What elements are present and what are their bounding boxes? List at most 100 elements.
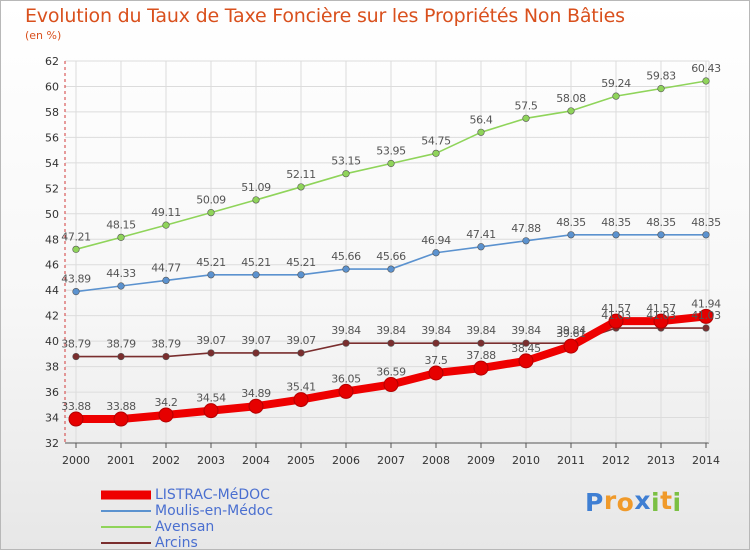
data-label: 37.88 xyxy=(466,349,496,362)
data-point xyxy=(612,231,620,239)
data-label: 51.09 xyxy=(241,181,271,194)
data-label: 39.84 xyxy=(466,324,496,337)
data-point xyxy=(342,170,350,178)
data-point xyxy=(657,85,665,93)
data-point xyxy=(477,339,485,347)
data-point xyxy=(432,339,440,347)
data-label: 45.21 xyxy=(241,256,271,269)
data-point xyxy=(297,271,305,279)
data-label: 36.59 xyxy=(376,366,406,379)
data-point xyxy=(72,245,80,253)
data-point xyxy=(252,271,260,279)
data-label: 39.07 xyxy=(241,334,271,347)
legend-item: LISTRAC-MéDOC xyxy=(101,487,321,503)
data-point xyxy=(297,183,305,191)
legend-label: Arcins xyxy=(155,535,198,551)
data-label: 34.2 xyxy=(155,396,178,409)
data-point xyxy=(207,349,215,357)
data-point xyxy=(338,383,354,399)
data-label: 48.35 xyxy=(646,216,676,229)
data-point xyxy=(248,398,264,414)
data-label: 52.11 xyxy=(286,168,316,181)
y-tick-label: 32 xyxy=(45,437,59,450)
data-label: 44.77 xyxy=(151,261,181,274)
data-label: 39.84 xyxy=(331,324,361,337)
data-point xyxy=(207,271,215,279)
logo-letter: i xyxy=(651,488,661,517)
x-tick-label: 2013 xyxy=(647,454,675,467)
data-point xyxy=(162,221,170,229)
logo-letter: o xyxy=(616,488,635,517)
data-point xyxy=(117,282,125,290)
data-label: 41.03 xyxy=(601,309,631,322)
data-point xyxy=(117,233,125,241)
x-tick-label: 2006 xyxy=(332,454,360,467)
x-tick-label: 2002 xyxy=(152,454,180,467)
data-label: 39.61 xyxy=(556,327,586,340)
data-label: 34.89 xyxy=(241,387,271,400)
data-label: 33.88 xyxy=(61,400,91,413)
legend-item: Moulis-en-Médoc xyxy=(101,503,321,519)
chart-title: Evolution du Taux de Taxe Foncière sur l… xyxy=(25,5,625,27)
data-point xyxy=(702,324,710,332)
data-label: 45.21 xyxy=(196,256,226,269)
y-tick-label: 56 xyxy=(45,131,59,144)
data-point xyxy=(387,265,395,273)
y-tick-label: 44 xyxy=(45,284,59,297)
data-point xyxy=(702,77,710,85)
data-label: 45.66 xyxy=(376,250,406,263)
data-point xyxy=(563,338,579,354)
data-point xyxy=(72,352,80,361)
data-point xyxy=(158,407,174,423)
y-tick-label: 60 xyxy=(45,80,59,93)
data-point xyxy=(387,339,395,347)
x-tick-label: 2010 xyxy=(512,454,540,467)
x-tick-label: 2004 xyxy=(242,454,270,467)
data-point xyxy=(342,265,350,273)
legend-swatch xyxy=(101,490,151,500)
legend-label: LISTRAC-MéDOC xyxy=(155,487,270,503)
data-label: 47.41 xyxy=(466,228,496,241)
data-label: 44.33 xyxy=(106,267,136,280)
data-point xyxy=(477,128,485,136)
data-point xyxy=(567,231,575,239)
x-tick-label: 2000 xyxy=(62,454,90,467)
data-point xyxy=(203,403,219,419)
legend-label: Moulis-en-Médoc xyxy=(155,503,274,519)
data-label: 58.08 xyxy=(556,92,586,105)
data-point xyxy=(428,365,444,381)
y-tick-label: 54 xyxy=(45,157,59,170)
logo-letter: x xyxy=(634,486,651,515)
data-label: 39.84 xyxy=(376,324,406,337)
data-point xyxy=(473,360,489,376)
data-label: 57.5 xyxy=(515,99,538,112)
data-point xyxy=(522,339,530,347)
data-point xyxy=(68,411,84,427)
data-point xyxy=(293,392,309,408)
y-tick-label: 50 xyxy=(45,208,59,221)
data-label: 41.03 xyxy=(691,309,721,322)
data-label: 60.43 xyxy=(691,62,721,75)
logo-letter: t xyxy=(660,486,673,515)
y-tick-label: 58 xyxy=(45,106,59,119)
legend: LISTRAC-MéDOC Moulis-en-Médoc Avensan Arcin… xyxy=(101,487,321,551)
data-label: 36.05 xyxy=(331,372,361,385)
data-label: 41.57 xyxy=(646,302,676,315)
data-label: 41.03 xyxy=(646,309,676,322)
data-point xyxy=(477,243,485,251)
data-point xyxy=(567,107,575,115)
legend-swatch xyxy=(101,510,151,512)
data-point xyxy=(162,352,170,361)
data-point xyxy=(297,349,305,357)
legend-item: Arcins xyxy=(101,535,321,551)
data-label: 48.35 xyxy=(601,216,631,229)
data-label: 47.88 xyxy=(511,222,541,235)
data-label: 41.57 xyxy=(601,302,631,315)
data-label: 35.41 xyxy=(286,381,316,394)
data-label: 59.24 xyxy=(601,77,631,90)
data-label: 39.07 xyxy=(196,334,226,347)
data-label: 46.94 xyxy=(421,234,451,247)
y-tick-label: 40 xyxy=(45,335,59,348)
legend-swatch xyxy=(101,526,151,528)
